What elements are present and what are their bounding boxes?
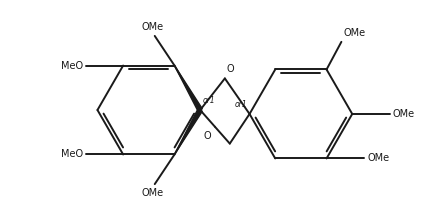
- Text: MeO: MeO: [60, 61, 83, 71]
- Text: OMe: OMe: [392, 109, 414, 119]
- Text: OMe: OMe: [366, 153, 388, 163]
- Text: OMe: OMe: [141, 22, 164, 32]
- Text: or1: or1: [203, 96, 215, 105]
- Polygon shape: [174, 109, 202, 155]
- Text: O: O: [203, 131, 210, 141]
- Text: or1: or1: [234, 100, 247, 109]
- Text: MeO: MeO: [60, 149, 83, 159]
- Polygon shape: [174, 65, 202, 111]
- Text: O: O: [226, 64, 234, 74]
- Text: OMe: OMe: [141, 188, 164, 198]
- Text: OMe: OMe: [343, 28, 365, 38]
